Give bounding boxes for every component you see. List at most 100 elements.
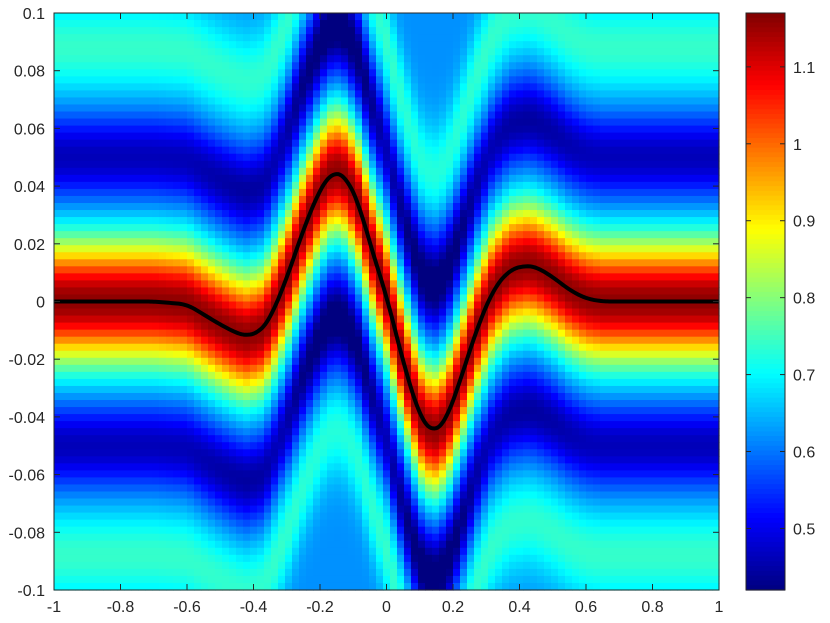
heatmap-cell — [362, 90, 370, 99]
heatmap-cell — [362, 62, 370, 70]
heatmap-cell — [306, 273, 314, 281]
heatmap-cell — [425, 484, 433, 493]
heatmap-cell — [299, 62, 307, 70]
heatmap-cell — [68, 90, 76, 99]
heatmap-cell — [418, 238, 426, 246]
heatmap-cell — [397, 238, 405, 246]
heatmap-cell — [383, 111, 391, 120]
heatmap-cell — [446, 259, 454, 267]
heatmap-cell — [138, 111, 146, 120]
heatmap-cell — [404, 280, 412, 289]
heatmap-cell — [166, 195, 174, 204]
heatmap-cell — [243, 449, 251, 457]
heatmap-cell — [334, 329, 342, 338]
heatmap-cell — [75, 315, 83, 324]
heatmap-cell — [341, 259, 349, 267]
heatmap-cell — [397, 13, 405, 21]
heatmap-cell — [306, 160, 314, 169]
heatmap-cell — [306, 568, 314, 577]
heatmap-cell — [187, 435, 195, 443]
heatmap-cell — [201, 392, 209, 401]
heatmap-cell — [404, 174, 412, 183]
heatmap-cell — [215, 139, 223, 148]
heatmap-cell — [110, 287, 118, 296]
heatmap-cell — [201, 287, 209, 296]
heatmap-cell — [243, 371, 251, 380]
heatmap-cell — [54, 224, 62, 232]
heatmap-cell — [145, 301, 153, 310]
heatmap-cell — [145, 76, 153, 84]
heatmap-cell — [117, 371, 125, 380]
heatmap-cell — [299, 336, 307, 345]
heatmap-cell — [131, 491, 139, 500]
heatmap-cell — [460, 456, 468, 464]
heatmap-cell — [229, 301, 237, 310]
heatmap-cell — [348, 280, 356, 289]
heatmap-cell — [110, 540, 118, 549]
heatmap-cell — [222, 484, 230, 493]
heatmap-cell — [110, 146, 118, 155]
heatmap-cell — [390, 407, 398, 415]
heatmap-cell — [257, 76, 265, 84]
heatmap-cell — [166, 343, 174, 352]
heatmap-cell — [362, 392, 370, 401]
heatmap-cell — [89, 308, 97, 317]
heatmap-cell — [68, 13, 76, 21]
heatmap-cell — [439, 364, 447, 373]
heatmap-cell — [173, 357, 181, 366]
heatmap-cell — [173, 174, 181, 183]
heatmap-cell — [285, 160, 293, 169]
heatmap-cell — [334, 62, 342, 70]
heatmap-cell — [432, 301, 440, 310]
heatmap-cell — [411, 435, 419, 443]
heatmap-cell — [306, 435, 314, 443]
heatmap-cell — [145, 421, 153, 429]
heatmap-cell — [446, 336, 454, 345]
heatmap-cell — [453, 97, 461, 106]
heatmap-cell — [334, 118, 342, 127]
heatmap-cell — [257, 238, 265, 246]
heatmap-cell — [243, 139, 251, 148]
heatmap-cell — [425, 308, 433, 317]
heatmap-cell — [187, 463, 195, 471]
heatmap-cell — [264, 76, 272, 84]
heatmap-cell — [306, 202, 314, 211]
heatmap-cell — [173, 76, 181, 84]
heatmap-cell — [320, 301, 328, 310]
heatmap-cell — [362, 456, 370, 464]
heatmap-cell — [257, 174, 265, 183]
heatmap-cell — [61, 540, 69, 549]
heatmap-cell — [432, 547, 440, 556]
heatmap-cell — [474, 153, 482, 162]
heatmap-cell — [173, 266, 181, 274]
heatmap-cell — [89, 132, 97, 141]
heatmap-cell — [313, 287, 321, 296]
heatmap-cell — [292, 463, 300, 471]
heatmap-cell — [89, 252, 97, 260]
heatmap-cell — [299, 385, 307, 394]
heatmap-cell — [243, 83, 251, 92]
heatmap-cell — [446, 561, 454, 570]
heatmap-cell — [425, 20, 433, 28]
heatmap-cell — [243, 48, 251, 56]
heatmap-cell — [124, 153, 132, 162]
heatmap-cell — [180, 273, 188, 281]
heatmap-cell — [166, 48, 174, 56]
heatmap-cell — [425, 287, 433, 296]
heatmap-cell — [404, 41, 412, 49]
heatmap-cell — [460, 357, 468, 366]
heatmap-cell — [348, 301, 356, 310]
heatmap-cell — [61, 125, 69, 134]
heatmap-cell — [236, 364, 244, 373]
heatmap-cell — [411, 111, 419, 120]
heatmap-cell — [418, 385, 426, 394]
heatmap-cell — [376, 336, 384, 345]
heatmap-cell — [54, 132, 62, 141]
heatmap-cell — [453, 13, 461, 21]
heatmap-cell — [320, 456, 328, 464]
heatmap-cell — [110, 456, 118, 464]
heatmap-cell — [124, 414, 132, 422]
heatmap-cell — [453, 322, 461, 331]
heatmap-cell — [390, 512, 398, 521]
heatmap-cell — [138, 188, 146, 197]
